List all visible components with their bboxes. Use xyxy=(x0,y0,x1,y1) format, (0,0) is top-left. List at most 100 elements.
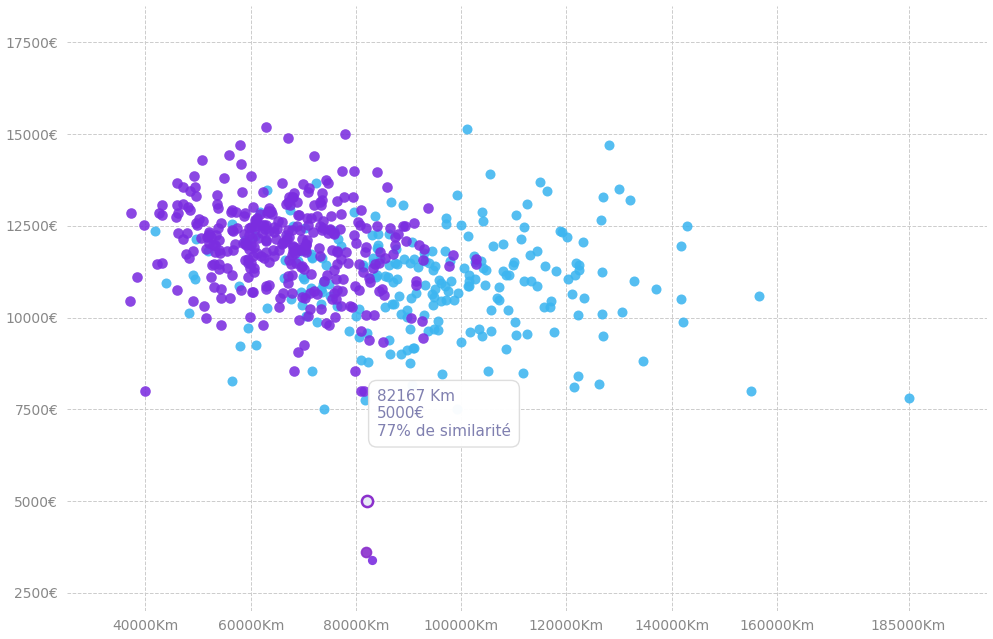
Point xyxy=(389,274,405,284)
Point xyxy=(284,224,300,235)
Point xyxy=(224,270,240,280)
Point xyxy=(433,295,449,305)
Point xyxy=(380,229,396,239)
Point xyxy=(213,218,229,228)
Point xyxy=(478,265,494,275)
Point xyxy=(270,302,286,312)
Point xyxy=(186,246,202,256)
Point xyxy=(208,230,223,240)
Point xyxy=(456,263,472,273)
Point xyxy=(185,270,201,281)
Point xyxy=(515,368,531,378)
Point xyxy=(602,139,618,150)
Point xyxy=(595,331,611,341)
Point xyxy=(313,304,329,314)
Point xyxy=(338,247,354,257)
Point xyxy=(281,233,297,243)
Point xyxy=(291,210,307,220)
Point xyxy=(303,269,319,279)
Point xyxy=(277,254,293,265)
Point xyxy=(361,335,377,345)
Point xyxy=(259,208,275,218)
Point xyxy=(516,222,532,232)
Point xyxy=(672,240,688,250)
Point xyxy=(366,311,382,321)
Point xyxy=(232,158,248,169)
Point xyxy=(179,249,195,259)
Point xyxy=(248,247,264,258)
Point xyxy=(313,251,329,261)
Point xyxy=(328,294,344,304)
Point xyxy=(576,293,592,303)
Point xyxy=(293,246,309,256)
Point xyxy=(205,260,220,270)
Point xyxy=(438,213,454,223)
Point xyxy=(381,349,397,359)
Point xyxy=(282,200,298,210)
Point xyxy=(297,293,313,304)
Point xyxy=(384,299,400,309)
Point xyxy=(299,247,315,257)
Point xyxy=(257,224,273,234)
Point xyxy=(427,261,443,271)
Point xyxy=(239,272,255,282)
Point xyxy=(301,183,317,194)
Point xyxy=(242,312,258,322)
Point xyxy=(441,261,457,272)
Point xyxy=(232,285,248,295)
Point xyxy=(385,277,401,288)
Point xyxy=(568,258,584,268)
Point xyxy=(195,216,211,226)
Point xyxy=(248,215,264,226)
Point xyxy=(559,233,575,243)
Point xyxy=(305,253,321,263)
Point xyxy=(199,312,214,323)
Point xyxy=(377,253,393,263)
Point xyxy=(480,366,496,376)
Point xyxy=(528,246,544,256)
Point xyxy=(330,234,346,244)
Point xyxy=(310,317,326,327)
Point xyxy=(376,290,392,300)
Point xyxy=(298,311,314,321)
Point xyxy=(241,224,257,234)
Point xyxy=(507,330,523,341)
Point xyxy=(292,245,308,256)
Point xyxy=(378,182,394,192)
Point xyxy=(320,178,336,189)
Point xyxy=(249,213,265,224)
Point xyxy=(475,263,491,273)
Point xyxy=(280,132,296,142)
Point xyxy=(122,296,138,306)
Point xyxy=(522,275,538,286)
Point xyxy=(210,203,225,213)
Point xyxy=(537,261,553,271)
Point xyxy=(297,264,313,274)
Point xyxy=(302,288,318,298)
Point xyxy=(342,325,357,335)
Point xyxy=(466,250,482,261)
Point xyxy=(679,220,695,231)
Point xyxy=(240,258,256,268)
Point xyxy=(315,223,331,233)
Point xyxy=(462,327,478,337)
Point xyxy=(489,293,504,303)
Point xyxy=(567,270,583,281)
Point xyxy=(575,237,591,247)
Point xyxy=(515,276,531,286)
Point xyxy=(358,242,374,252)
Point xyxy=(136,220,152,230)
Point xyxy=(293,287,309,297)
Point xyxy=(311,243,327,254)
Point xyxy=(151,208,167,218)
Point xyxy=(402,358,418,368)
Point xyxy=(468,254,484,264)
Point xyxy=(281,192,297,203)
Point xyxy=(328,274,344,284)
Point xyxy=(181,308,197,318)
Point xyxy=(406,343,422,353)
Point xyxy=(352,304,367,314)
Point xyxy=(486,241,501,251)
Point xyxy=(647,284,663,295)
Point xyxy=(474,256,490,266)
